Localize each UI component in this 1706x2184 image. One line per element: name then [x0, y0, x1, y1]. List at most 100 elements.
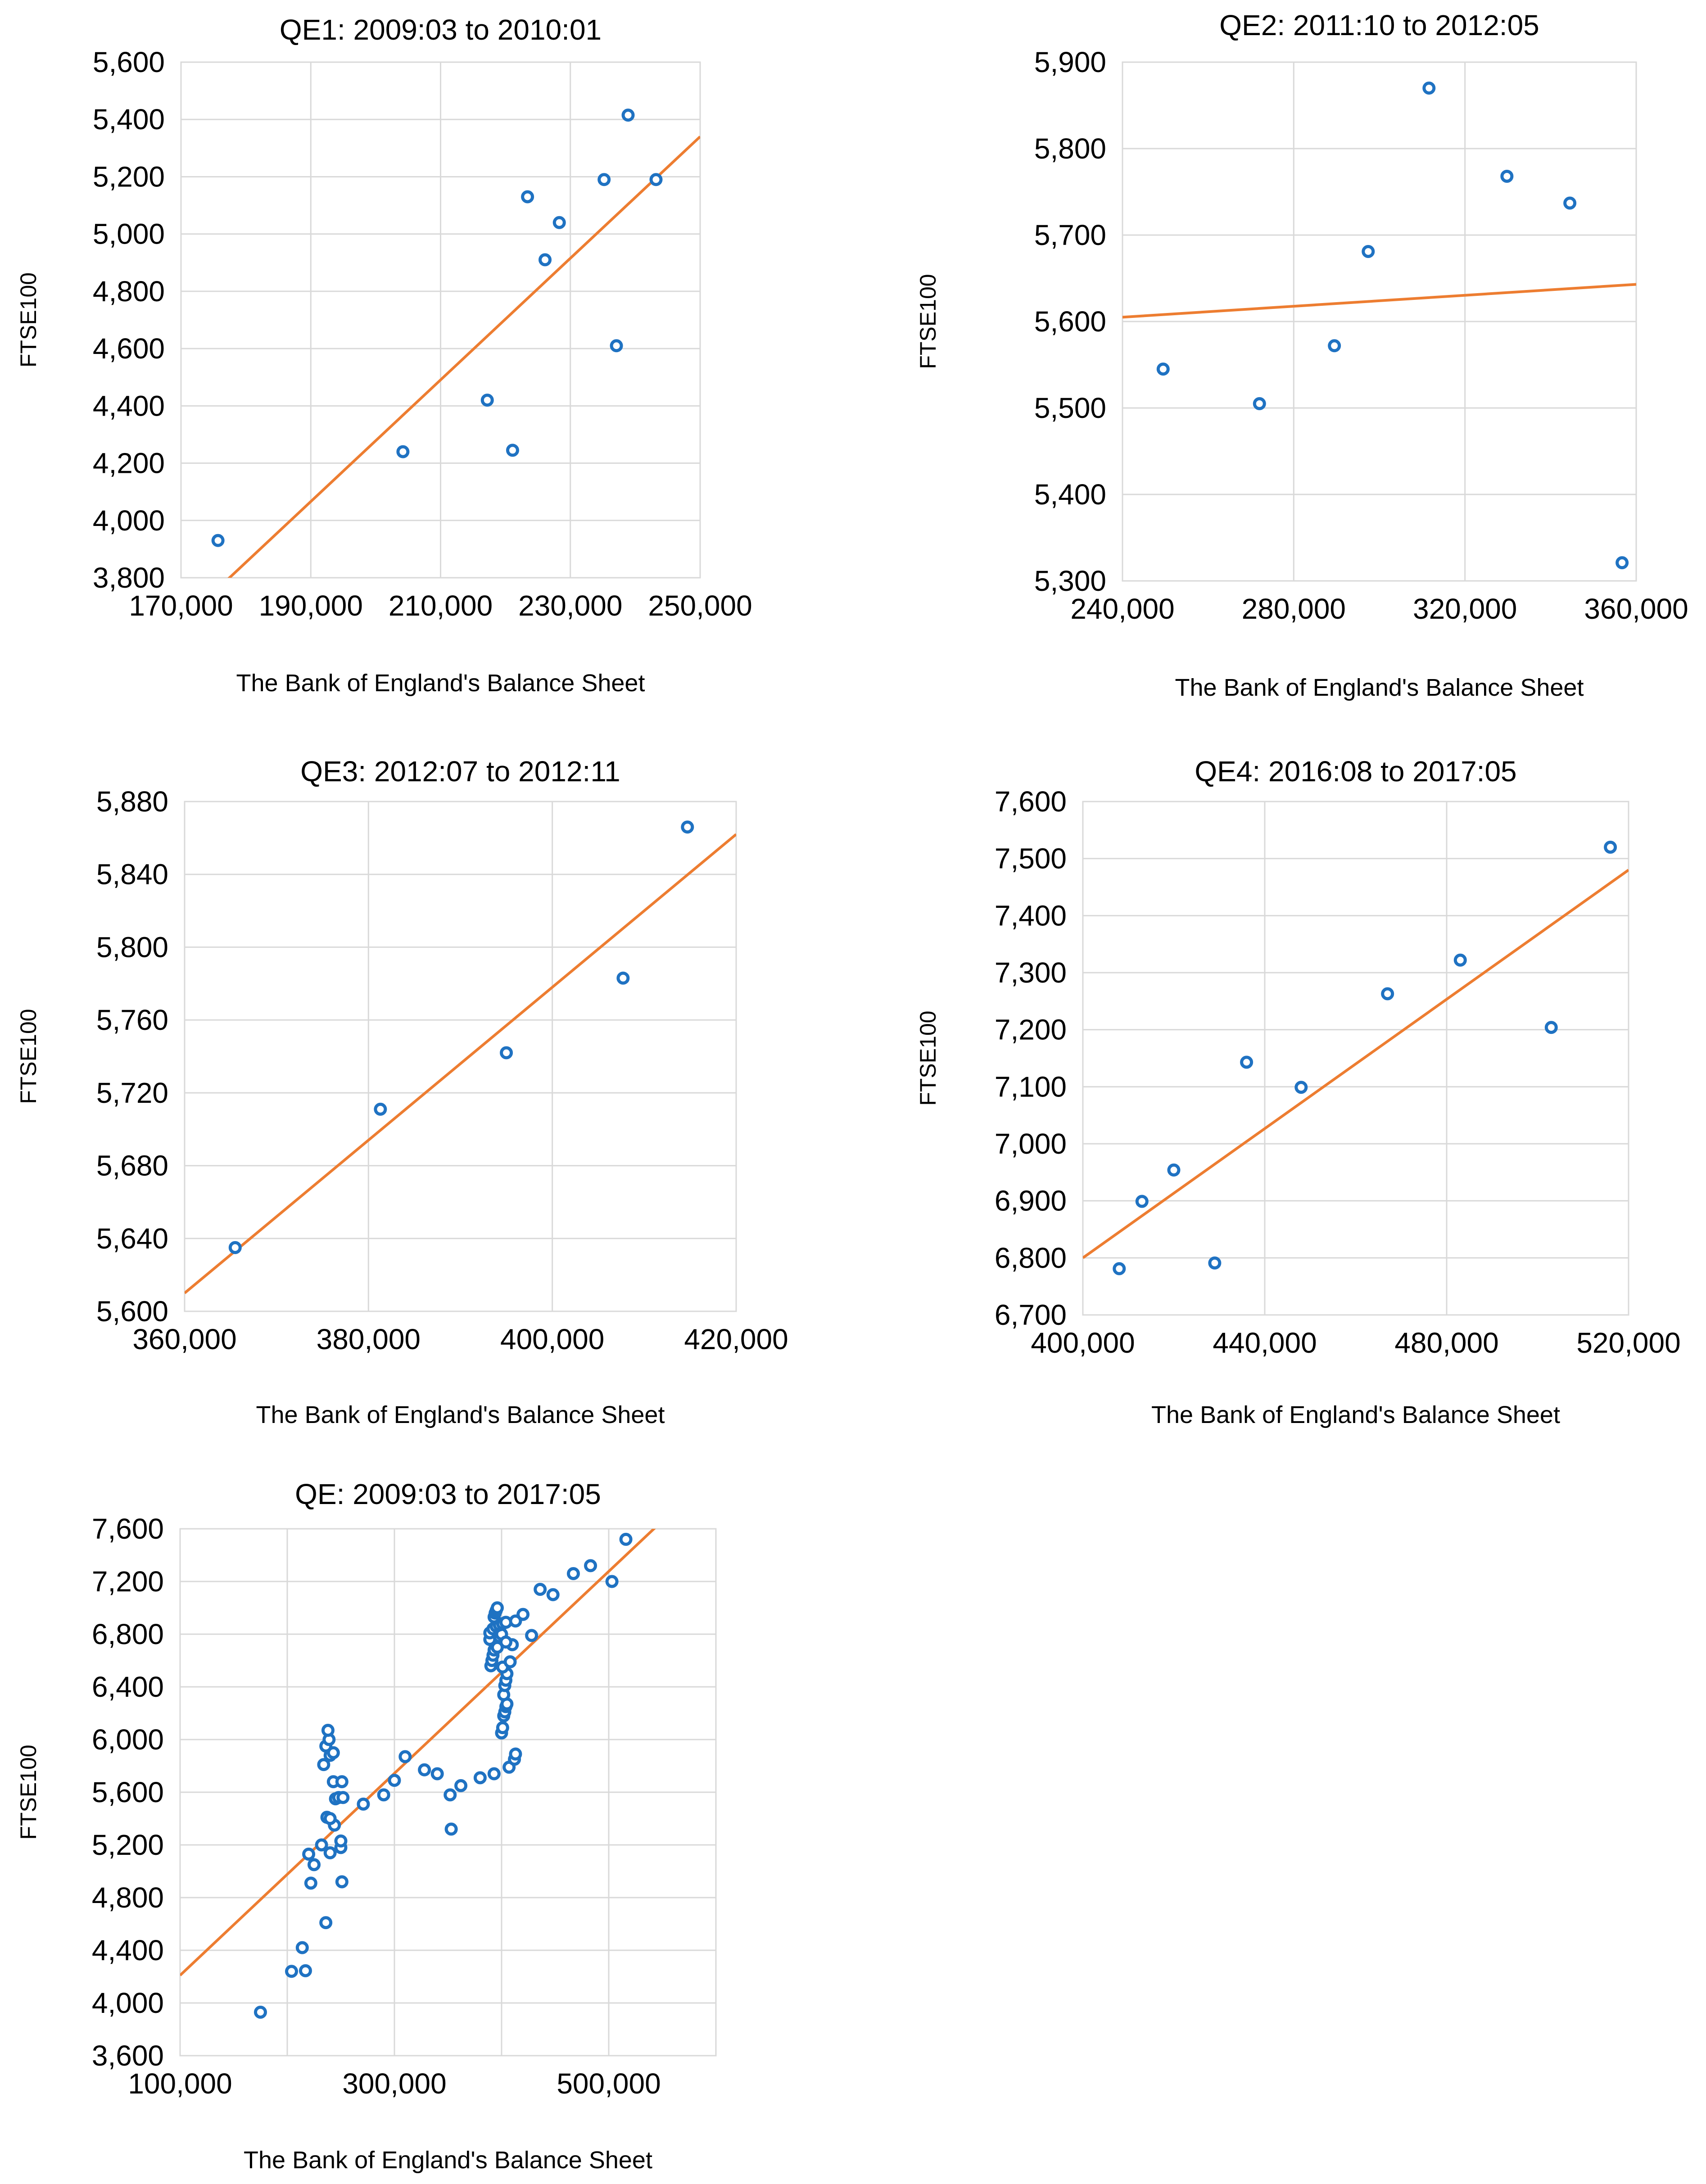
chart-1: 3,800 4,000 4,200 4,400 4,600 4,800 5,000 5,200… — [16, 14, 752, 697]
y-tick-label: 5,640 — [96, 1222, 168, 1255]
data-point — [374, 1102, 387, 1116]
trendline — [185, 833, 736, 1294]
data-point — [490, 1640, 504, 1654]
y-tick-label: 5,760 — [96, 1004, 168, 1036]
x-tick-label: 300,000 — [342, 2067, 446, 2100]
y-axis-label: FTSE100 — [16, 1009, 41, 1104]
x-tick-label: 100,000 — [128, 2067, 232, 2100]
data-point — [597, 173, 611, 186]
data-point — [473, 1771, 487, 1785]
data-point — [1563, 196, 1577, 210]
data-point — [336, 1791, 350, 1804]
data-point — [377, 1788, 390, 1802]
x-axis-label: The Bank of England's Balance Sheet — [256, 1401, 665, 1428]
y-tick-label: 6,000 — [92, 1723, 164, 1756]
y-axis-label: FTSE100 — [915, 274, 941, 369]
y-axis-label: FTSE100 — [915, 1010, 941, 1106]
x-tick-label: 360,000 — [132, 1323, 236, 1355]
data-point — [1362, 245, 1375, 258]
y-tick-label: 5,200 — [92, 1829, 164, 1861]
x-tick-label: 190,000 — [259, 589, 363, 622]
y-tick-label: 7,300 — [995, 956, 1067, 989]
chart-title: QE1: 2009:03 to 2010:01 — [280, 14, 602, 46]
data-point — [1167, 1163, 1181, 1177]
data-point — [584, 1559, 597, 1572]
data-point — [335, 1875, 348, 1889]
data-point — [454, 1779, 468, 1792]
y-tick-label: 5,600 — [93, 46, 165, 78]
data-point — [506, 444, 519, 457]
data-point — [681, 820, 694, 834]
y-tick-label: 5,900 — [1034, 46, 1106, 78]
data-point — [1500, 169, 1514, 183]
data-point — [254, 2005, 267, 2019]
data-point — [398, 1750, 412, 1763]
plot-area — [1122, 61, 1637, 582]
data-point — [317, 1758, 330, 1772]
data-point — [1422, 82, 1436, 95]
x-tick-label: 400,000 — [500, 1323, 604, 1355]
x-tick-label: 380,000 — [317, 1323, 421, 1355]
data-point — [521, 190, 534, 204]
data-point — [1135, 1195, 1149, 1208]
data-point — [649, 173, 663, 186]
chart-3: 5,600 5,640 5,680 5,720 5,760 5,800 5,840 5,880… — [16, 755, 788, 1428]
plot-area — [179, 1528, 717, 2057]
data-point — [605, 1575, 619, 1588]
data-point — [302, 1847, 316, 1861]
trendline — [1122, 283, 1636, 319]
y-tick-label: 7,200 — [92, 1565, 164, 1598]
data-point — [619, 1532, 633, 1546]
x-axis-label: The Bank of England's Balance Sheet — [1151, 1401, 1560, 1428]
y-axis-label: FTSE100 — [16, 272, 41, 367]
x-tick-label: 520,000 — [1576, 1327, 1680, 1359]
chart-4: 6,700 6,800 6,900 7,000 7,100 7,200 7,300 7,400… — [915, 755, 1681, 1428]
data-point — [516, 1608, 530, 1621]
data-point — [1156, 362, 1170, 376]
y-tick-label: 5,800 — [1034, 132, 1106, 165]
y-tick-label: 4,000 — [92, 1987, 164, 2019]
y-tick-label: 4,200 — [93, 447, 165, 480]
data-point — [490, 1601, 504, 1614]
data-point — [1615, 556, 1629, 570]
x-tick-label: 210,000 — [389, 589, 493, 622]
y-tick-label: 5,800 — [96, 931, 168, 963]
y-tick-label: 6,400 — [92, 1671, 164, 1703]
data-point — [503, 1655, 517, 1668]
y-tick-label: 5,000 — [93, 218, 165, 250]
y-tick-label: 7,200 — [995, 1014, 1067, 1046]
data-point — [418, 1763, 431, 1776]
x-tick-label: 400,000 — [1031, 1327, 1135, 1359]
y-tick-label: 3,800 — [93, 562, 165, 594]
y-tick-label: 5,400 — [93, 103, 165, 136]
y-tick-label: 5,600 — [1034, 305, 1106, 338]
y-tick-label: 6,800 — [92, 1618, 164, 1650]
x-tick-label: 230,000 — [518, 589, 622, 622]
chart-5: 3,600 4,000 4,400 4,800 5,200 5,600 6,000 6,400… — [16, 1478, 717, 2174]
data-point — [228, 1241, 242, 1254]
trendline — [1083, 869, 1629, 1259]
data-point — [621, 109, 635, 122]
chart-title: QE4: 2016:08 to 2017:05 — [1195, 755, 1516, 788]
x-tick-label: 320,000 — [1413, 593, 1517, 625]
y-tick-label: 4,800 — [92, 1881, 164, 1914]
y-tick-label: 7,100 — [995, 1070, 1067, 1103]
data-point — [323, 1846, 337, 1860]
y-tick-label: 5,680 — [96, 1150, 168, 1182]
trendline — [227, 136, 700, 578]
y-tick-label: 5,400 — [1034, 478, 1106, 511]
y-tick-label: 5,600 — [92, 1776, 164, 1808]
y-tick-label: 5,720 — [96, 1077, 168, 1109]
data-point — [480, 394, 494, 407]
x-axis-label: The Bank of England's Balance Sheet — [1175, 674, 1584, 701]
y-tick-label: 6,700 — [995, 1299, 1067, 1331]
y-tick-label: 6,800 — [995, 1242, 1067, 1274]
data-point — [444, 1822, 458, 1836]
y-tick-label: 4,000 — [93, 504, 165, 537]
data-point — [566, 1567, 580, 1580]
y-tick-label: 5,600 — [96, 1295, 168, 1328]
y-tick-label: 7,000 — [995, 1128, 1067, 1160]
data-point — [308, 1858, 321, 1871]
data-point — [1381, 987, 1394, 1001]
y-tick-label: 5,880 — [96, 785, 168, 818]
